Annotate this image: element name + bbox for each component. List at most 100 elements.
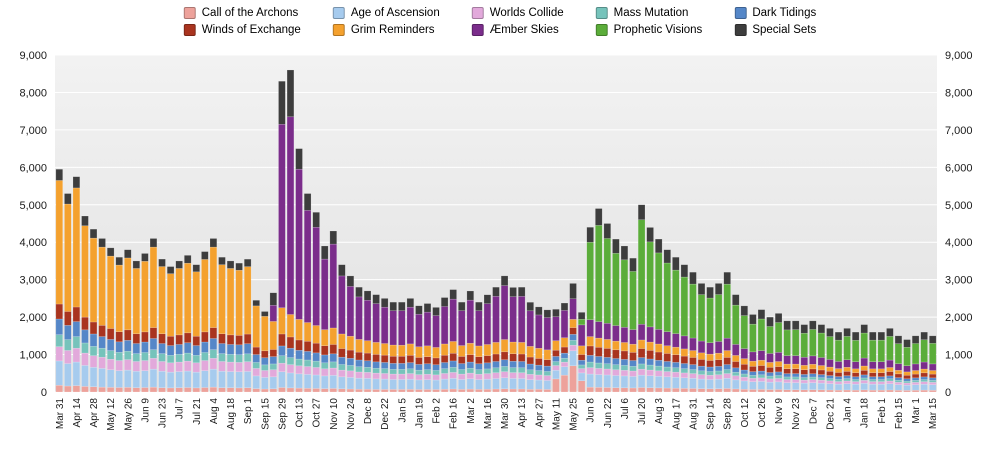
bar-segment-mass-mutation[interactable] xyxy=(774,375,783,379)
bar-segment-special-sets[interactable] xyxy=(372,294,380,304)
bar-segment-winds-of-exchange[interactable] xyxy=(552,349,560,357)
bar-segment-winds-of-exchange[interactable] xyxy=(620,350,629,360)
bar-segment-age-of-ascension[interactable] xyxy=(440,378,449,390)
bar-segment-call-of-the-archons[interactable] xyxy=(740,388,749,393)
bar-segment-call-of-the-archons[interactable] xyxy=(603,387,612,393)
bar-segment-grim-reminders[interactable] xyxy=(106,255,115,329)
bar-segment-worlds-collide[interactable] xyxy=(483,373,492,380)
bar-segment-mass-mutation[interactable] xyxy=(321,362,329,370)
bar-segment-special-sets[interactable] xyxy=(869,331,877,341)
bar-segment-age-of-ascension[interactable] xyxy=(321,375,329,389)
bar-segment-worlds-collide[interactable] xyxy=(192,362,200,373)
bar-segment-mass-mutation[interactable] xyxy=(141,352,149,361)
bar-segment-mber-skies[interactable] xyxy=(680,335,689,350)
bar-segment-special-sets[interactable] xyxy=(680,264,689,278)
bar-segment-worlds-collide[interactable] xyxy=(64,350,72,364)
bar-segment-age-of-ascension[interactable] xyxy=(655,376,663,389)
bar-segment-age-of-ascension[interactable] xyxy=(518,378,526,390)
bar-segment-worlds-collide[interactable] xyxy=(209,358,218,370)
bar-segment-worlds-collide[interactable] xyxy=(226,361,235,372)
bar-segment-age-of-ascension[interactable] xyxy=(312,374,320,389)
bar-segment-mass-mutation[interactable] xyxy=(346,365,355,372)
bar-segment-dark-tidings[interactable] xyxy=(201,341,209,353)
bar-segment-mber-skies[interactable] xyxy=(295,168,303,320)
bar-segment-prophetic-visions[interactable] xyxy=(877,339,886,363)
bar-segment-mass-mutation[interactable] xyxy=(440,368,449,374)
bar-segment-call-of-the-archons[interactable] xyxy=(783,389,791,393)
bar-segment-special-sets[interactable] xyxy=(458,301,466,311)
bar-segment-call-of-the-archons[interactable] xyxy=(72,385,81,393)
bar-segment-dark-tidings[interactable] xyxy=(372,361,380,369)
bar-segment-mass-mutation[interactable] xyxy=(877,379,886,382)
bar-segment-mass-mutation[interactable] xyxy=(64,339,72,351)
bar-segment-worlds-collide[interactable] xyxy=(115,360,123,371)
bar-segment-mass-mutation[interactable] xyxy=(329,361,337,369)
legend-item-dark-tidings[interactable]: Dark Tidings xyxy=(734,6,816,20)
bar-segment-dark-tidings[interactable] xyxy=(603,357,612,364)
bar-segment-mass-mutation[interactable] xyxy=(569,340,577,346)
bar-segment-grim-reminders[interactable] xyxy=(166,273,175,337)
bar-segment-dark-tidings[interactable] xyxy=(89,333,98,347)
bar-segment-age-of-ascension[interactable] xyxy=(149,368,158,388)
bar-segment-mber-skies[interactable] xyxy=(312,226,320,326)
bar-segment-age-of-ascension[interactable] xyxy=(449,378,457,390)
bar-segment-winds-of-exchange[interactable] xyxy=(612,349,620,359)
bar-segment-call-of-the-archons[interactable] xyxy=(732,388,740,393)
bar-segment-winds-of-exchange[interactable] xyxy=(689,357,697,365)
bar-segment-mass-mutation[interactable] xyxy=(911,380,920,383)
bar-segment-age-of-ascension[interactable] xyxy=(286,372,295,389)
legend-item-mass-mutation[interactable]: Mass Mutation xyxy=(595,6,703,20)
bar-segment-special-sets[interactable] xyxy=(860,324,868,334)
bar-segment-dark-tidings[interactable] xyxy=(381,362,389,369)
bar-segment-mber-skies[interactable] xyxy=(612,325,620,342)
bar-segment-age-of-ascension[interactable] xyxy=(475,379,483,390)
bar-segment-mass-mutation[interactable] xyxy=(732,371,740,377)
bar-segment-mass-mutation[interactable] xyxy=(449,367,457,373)
bar-segment-mber-skies[interactable] xyxy=(706,342,714,355)
bar-segment-grim-reminders[interactable] xyxy=(458,345,466,357)
bar-segment-age-of-ascension[interactable] xyxy=(766,381,774,390)
bar-segment-dark-tidings[interactable] xyxy=(303,351,312,361)
bar-segment-special-sets[interactable] xyxy=(834,331,843,341)
bar-segment-age-of-ascension[interactable] xyxy=(243,371,252,388)
bar-segment-mber-skies[interactable] xyxy=(826,359,834,368)
bar-segment-dark-tidings[interactable] xyxy=(612,358,620,365)
bar-segment-winds-of-exchange[interactable] xyxy=(903,374,911,380)
bar-segment-worlds-collide[interactable] xyxy=(55,346,63,362)
bar-segment-call-of-the-archons[interactable] xyxy=(321,388,329,393)
bar-segment-prophetic-visions[interactable] xyxy=(603,238,612,324)
bar-segment-age-of-ascension[interactable] xyxy=(235,371,243,389)
bar-segment-winds-of-exchange[interactable] xyxy=(714,359,723,367)
bar-segment-call-of-the-archons[interactable] xyxy=(466,388,474,393)
bar-segment-worlds-collide[interactable] xyxy=(577,368,586,374)
bar-segment-mber-skies[interactable] xyxy=(338,275,346,335)
bar-segment-call-of-the-archons[interactable] xyxy=(509,388,517,393)
bar-segment-worlds-collide[interactable] xyxy=(312,367,320,376)
bar-segment-winds-of-exchange[interactable] xyxy=(560,346,569,354)
bar-segment-grim-reminders[interactable] xyxy=(817,365,826,371)
bar-segment-prophetic-visions[interactable] xyxy=(612,253,620,326)
bar-segment-mass-mutation[interactable] xyxy=(209,349,218,359)
bar-segment-winds-of-exchange[interactable] xyxy=(817,369,826,375)
bar-segment-special-sets[interactable] xyxy=(483,294,492,304)
bar-segment-mber-skies[interactable] xyxy=(509,296,517,343)
bar-segment-grim-reminders[interactable] xyxy=(543,349,552,360)
bar-segment-special-sets[interactable] xyxy=(321,245,329,260)
bar-segment-grim-reminders[interactable] xyxy=(81,225,89,318)
bar-segment-worlds-collide[interactable] xyxy=(449,372,457,379)
bar-segment-winds-of-exchange[interactable] xyxy=(269,349,278,357)
bar-segment-call-of-the-archons[interactable] xyxy=(389,389,397,393)
bar-segment-call-of-the-archons[interactable] xyxy=(706,388,714,393)
bar-segment-age-of-ascension[interactable] xyxy=(483,378,492,390)
bar-segment-special-sets[interactable] xyxy=(894,335,903,344)
bar-segment-mber-skies[interactable] xyxy=(697,340,706,354)
bar-segment-winds-of-exchange[interactable] xyxy=(466,354,474,363)
bar-segment-age-of-ascension[interactable] xyxy=(406,378,415,390)
bar-segment-mass-mutation[interactable] xyxy=(423,369,432,375)
bar-segment-prophetic-visions[interactable] xyxy=(817,332,826,358)
bar-segment-mass-mutation[interactable] xyxy=(312,360,320,368)
bar-segment-special-sets[interactable] xyxy=(492,286,500,297)
bar-segment-call-of-the-archons[interactable] xyxy=(295,387,303,393)
bar-segment-worlds-collide[interactable] xyxy=(286,364,295,374)
bar-segment-worlds-collide[interactable] xyxy=(458,373,466,380)
